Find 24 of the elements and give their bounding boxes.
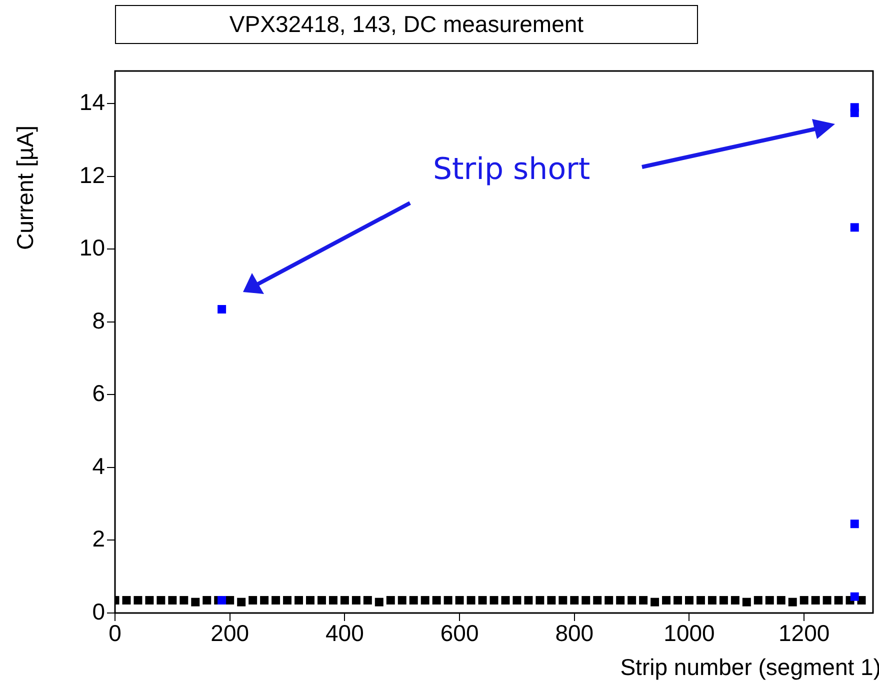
y-axis-title: Current [µA] (12, 126, 39, 250)
x-tick-label: 600 (440, 620, 479, 646)
y-tick-label: 4 (92, 452, 106, 479)
y-tick-label: 10 (79, 234, 105, 261)
y-tick-label: 8 (92, 307, 105, 334)
point (850, 108, 859, 118)
x-tick-label: 1200 (778, 620, 830, 646)
point (218, 305, 226, 314)
x-tick-label: 400 (326, 620, 364, 646)
chart-title: VPX32418, 143, DC measurement (115, 5, 698, 44)
y-tick-label: 14 (79, 89, 106, 116)
point (850, 223, 859, 232)
x-tick-label: 800 (555, 620, 594, 646)
y-tick-label: 12 (79, 162, 105, 188)
point (850, 520, 859, 528)
x-tick-label: 0 (108, 620, 122, 646)
point (850, 592, 859, 601)
x-tick-label: 1000 (664, 620, 715, 646)
y-tick-label: 0 (92, 598, 105, 624)
y-tick-label: 6 (92, 380, 105, 406)
x-tick-label: 200 (210, 620, 250, 646)
annotation: Strip short (433, 152, 590, 187)
point (218, 596, 226, 605)
y-tick-label: 2 (92, 526, 105, 552)
